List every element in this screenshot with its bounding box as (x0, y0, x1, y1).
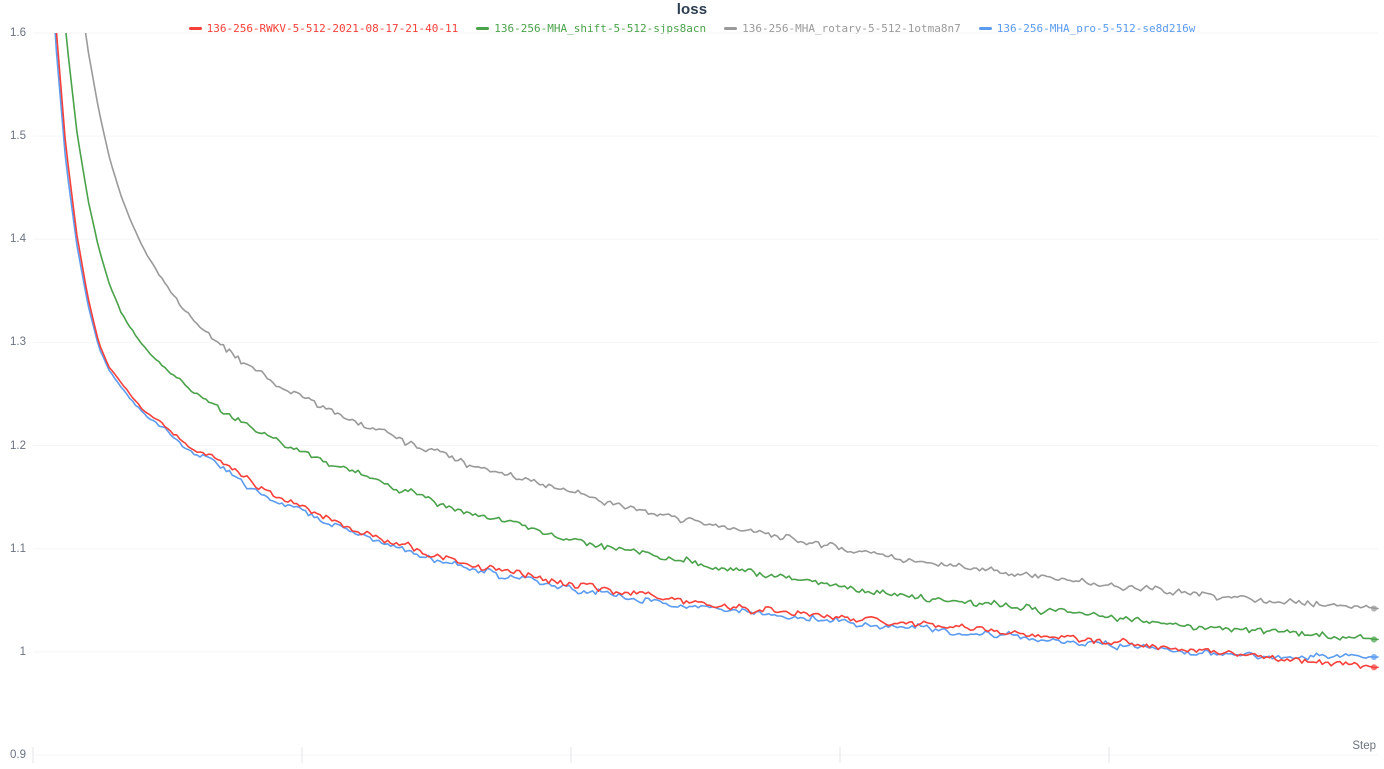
y-tick-label: 1.4 (10, 233, 26, 246)
chart-title: loss (676, 1, 708, 18)
series-line[interactable] (33, 0, 1379, 641)
legend-item-1[interactable]: 136-256-MHA_shift-5-512-sjps8acn (476, 22, 706, 35)
y-tick-label: 1.6 (10, 27, 26, 39)
legend-label: 136-256-MHA_rotary-5-512-1otma8n7 (742, 21, 961, 35)
series-end-marker[interactable] (1370, 653, 1378, 661)
x-axis-label: Step (1352, 740, 1376, 752)
chart-legend: 136-256-RWKV-5-512-2021-08-17-21-40-11 13… (0, 20, 1384, 36)
legend-item-2[interactable]: 136-256-MHA_rotary-5-512-1otma8n7 (724, 22, 961, 35)
x-axis-ticks (32, 747, 1110, 763)
legend-swatch-icon (476, 26, 490, 30)
y-tick-label: 1.3 (10, 336, 26, 349)
series-line[interactable] (33, 0, 1379, 661)
grid-lines (33, 32, 1378, 756)
series-line[interactable] (33, 0, 1379, 669)
y-tick-label: 1.5 (10, 130, 26, 143)
legend-item-3[interactable]: 136-256-MHA_pro-5-512-se8d216w (978, 21, 1196, 35)
legend-swatch-icon (724, 26, 738, 30)
y-tick-label: 0.9 (10, 749, 26, 761)
y-tick-label: 1.2 (10, 439, 26, 452)
legend-label: 136-256-RWKV-5-512-2021-08-17-21-40-11 (206, 21, 459, 35)
series-end-marker[interactable] (1370, 664, 1378, 671)
series-end-markers (1370, 605, 1378, 671)
legend-swatch-icon (978, 26, 992, 30)
legend-swatch-icon (188, 26, 202, 30)
series-end-marker[interactable] (1370, 636, 1378, 643)
y-tick-label: 1 (19, 645, 26, 658)
series-lines (33, 0, 1379, 669)
series-line[interactable] (33, 0, 1379, 610)
y-tick-label: 1.1 (10, 542, 26, 555)
legend-item-0[interactable]: 136-256-RWKV-5-512-2021-08-17-21-40-11 (188, 21, 459, 35)
legend-label: 136-256-MHA_pro-5-512-se8d216w (996, 21, 1196, 35)
series-end-marker[interactable] (1370, 605, 1378, 612)
legend-label: 136-256-MHA_shift-5-512-sjps8acn (494, 21, 707, 35)
